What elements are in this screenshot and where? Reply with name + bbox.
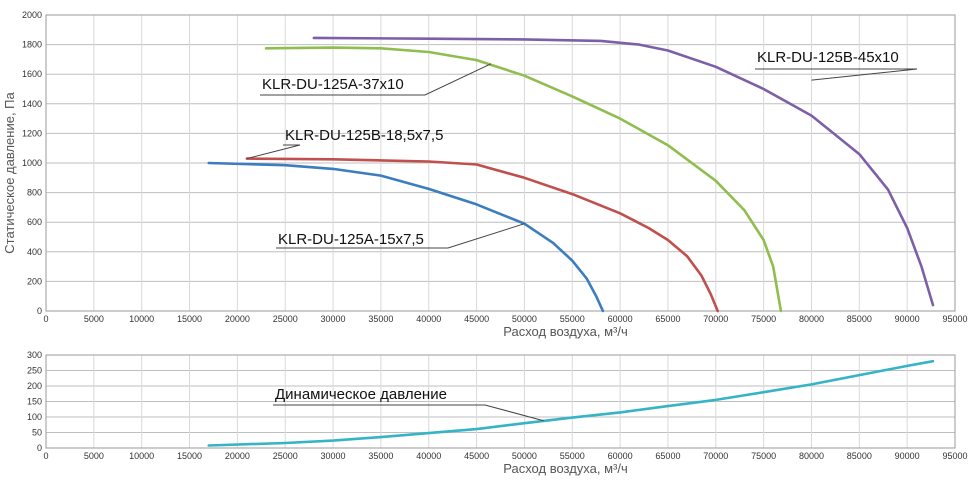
y-tick-label: 1000 bbox=[22, 158, 42, 168]
annotation-leader bbox=[755, 68, 918, 81]
y-tick-label: 400 bbox=[27, 247, 42, 257]
y-tick-label: 200 bbox=[27, 276, 42, 286]
annotation-leader bbox=[276, 223, 525, 249]
chart-panel-2: 0 50 100 150 200 250 300 0 5000 10000 15000 20000 25… bbox=[27, 350, 968, 476]
x-tick-label: 10000 bbox=[129, 314, 154, 324]
x-tick-label: 65000 bbox=[655, 451, 680, 461]
x-tick-label: 95000 bbox=[942, 314, 967, 324]
y-axis-title: Статическое давление, Па bbox=[2, 92, 17, 254]
annotation-leader bbox=[260, 63, 492, 96]
x-axis-title: Расход воздуха, м³/ч bbox=[503, 461, 628, 476]
x-tick-label: 40000 bbox=[416, 314, 441, 324]
annotation-label: KLR-DU-125A-37x10 bbox=[262, 76, 404, 93]
x-tick-label: 90000 bbox=[895, 451, 920, 461]
annotation-leader bbox=[273, 404, 544, 422]
y-tick-label: 800 bbox=[27, 188, 42, 198]
x-tick-label: 70000 bbox=[703, 314, 728, 324]
series-line-3 bbox=[264, 46, 783, 313]
y-tick-label: 1400 bbox=[22, 99, 42, 109]
x-tick-label: 90000 bbox=[895, 314, 920, 324]
y-tick-label: 50 bbox=[32, 428, 42, 438]
x-tick-label: 15000 bbox=[177, 314, 202, 324]
x-tick-label: 60000 bbox=[608, 314, 633, 324]
plot-frame bbox=[45, 354, 956, 449]
x-tick-label: 0 bbox=[43, 451, 48, 461]
x-tick-label: 5000 bbox=[84, 451, 104, 461]
annotation-label: KLR-DU-125B-18,5x7,5 bbox=[285, 127, 443, 144]
x-tick-label: 50000 bbox=[512, 451, 537, 461]
x-tick-label: 80000 bbox=[799, 314, 824, 324]
x-tick-label: 50000 bbox=[512, 314, 537, 324]
x-tick-label: 0 bbox=[43, 314, 48, 324]
y-tick-label: 2000 bbox=[22, 10, 42, 20]
y-tick-label: 200 bbox=[27, 381, 42, 391]
y-tick-label: 600 bbox=[27, 217, 42, 227]
x-tick-label: 20000 bbox=[225, 451, 250, 461]
annotation-label: KLR-DU-125A-15x7,5 bbox=[278, 231, 424, 248]
y-tick-label: 150 bbox=[27, 397, 42, 407]
y-tick-label: 1600 bbox=[22, 69, 42, 79]
y-tick-label: 100 bbox=[27, 412, 42, 422]
x-tick-label: 10000 bbox=[129, 451, 154, 461]
x-tick-label: 65000 bbox=[655, 314, 680, 324]
x-tick-label: 75000 bbox=[751, 314, 776, 324]
y-tick-label: 0 bbox=[37, 443, 42, 453]
annotation-leader bbox=[246, 144, 301, 160]
series-line-2 bbox=[245, 157, 719, 313]
y-tick-label: 0 bbox=[37, 306, 42, 316]
plot-frame bbox=[45, 14, 956, 312]
x-tick-label: 85000 bbox=[847, 451, 872, 461]
x-tick-label: 95000 bbox=[942, 451, 967, 461]
annotation-label: Динамическое давление bbox=[275, 386, 447, 403]
x-tick-label: 35000 bbox=[368, 451, 393, 461]
series-line-4 bbox=[312, 36, 935, 307]
y-tick-label: 300 bbox=[27, 350, 42, 360]
x-tick-label: 5000 bbox=[84, 314, 104, 324]
x-tick-label: 70000 bbox=[703, 451, 728, 461]
y-tick-label: 250 bbox=[27, 366, 42, 376]
x-tick-label: 45000 bbox=[464, 314, 489, 324]
y-tick-label: 1800 bbox=[22, 40, 42, 50]
y-tick-label: 1200 bbox=[22, 128, 42, 138]
x-tick-label: 55000 bbox=[560, 314, 585, 324]
x-tick-label: 15000 bbox=[177, 451, 202, 461]
x-tick-label: 75000 bbox=[751, 451, 776, 461]
x-tick-label: 45000 bbox=[464, 451, 489, 461]
x-tick-label: 80000 bbox=[799, 451, 824, 461]
x-tick-label: 40000 bbox=[416, 451, 441, 461]
annotation-label: KLR-DU-125B-45x10 bbox=[757, 49, 899, 66]
series-line-1 bbox=[207, 161, 605, 313]
x-tick-label: 55000 bbox=[560, 451, 585, 461]
x-tick-label: 20000 bbox=[225, 314, 250, 324]
x-tick-label: 60000 bbox=[608, 451, 633, 461]
x-tick-label: 25000 bbox=[273, 314, 298, 324]
x-tick-label: 85000 bbox=[847, 314, 872, 324]
x-tick-label: 30000 bbox=[321, 451, 346, 461]
x-tick-label: 25000 bbox=[273, 451, 298, 461]
x-axis-title: Расход воздуха, м³/ч bbox=[503, 324, 628, 339]
x-tick-label: 35000 bbox=[368, 314, 393, 324]
series-line-1 bbox=[207, 359, 935, 447]
x-tick-label: 30000 bbox=[321, 314, 346, 324]
